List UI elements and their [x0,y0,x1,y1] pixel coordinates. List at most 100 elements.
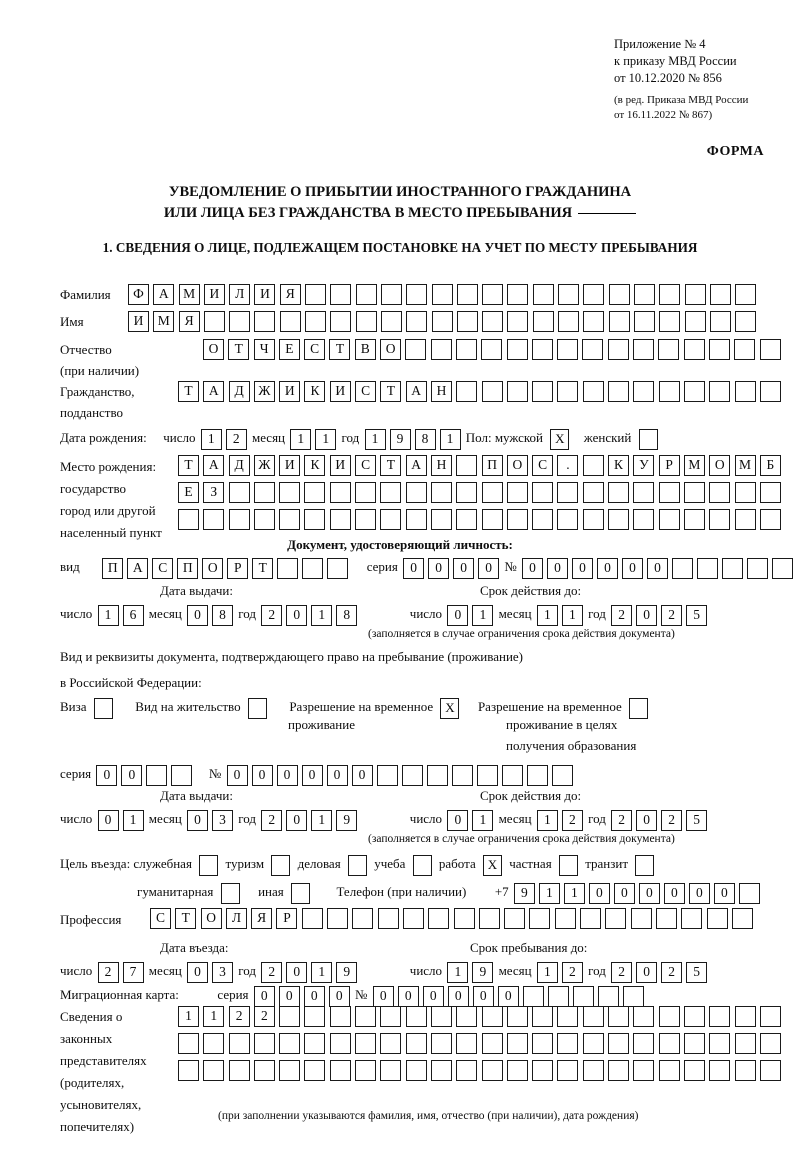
char-cell[interactable] [327,557,349,579]
checkbox-purpose-transit[interactable] [635,854,655,876]
char-cell[interactable] [633,284,655,305]
char-cell[interactable] [683,1006,705,1027]
char-cell[interactable] [633,1033,655,1054]
char-cell[interactable] [681,908,703,929]
char-cell[interactable] [455,339,477,360]
char-cell[interactable]: 1 [203,1006,225,1027]
char-cell[interactable]: 2 [261,604,283,626]
char-cell[interactable]: 1 [311,961,333,983]
char-cell[interactable]: 2 [611,604,633,626]
char-cell[interactable] [451,764,473,786]
char-cell[interactable] [305,284,327,305]
char-cell[interactable] [607,339,629,360]
char-cell[interactable]: 1 [122,809,144,831]
char-cell[interactable] [229,311,251,332]
char-cell[interactable]: 3 [212,809,234,831]
char-cell[interactable] [506,1060,528,1081]
char-cell[interactable] [557,1033,579,1054]
field-legal-rep-row-3[interactable] [178,1060,785,1081]
char-cell[interactable]: О [709,455,731,476]
char-cell[interactable] [304,482,326,503]
char-cell[interactable] [504,908,526,929]
char-cell[interactable] [582,1033,604,1054]
char-cell[interactable] [658,1033,680,1054]
char-cell[interactable]: И [128,311,149,332]
char-cell[interactable] [355,509,377,530]
checkbox-purpose-other[interactable] [290,882,310,904]
char-cell[interactable] [532,284,554,305]
char-cell[interactable]: 0 [397,985,419,1007]
char-cell[interactable]: К [304,381,326,402]
char-cell[interactable]: 0 [636,809,658,831]
char-cell[interactable] [481,1006,503,1027]
char-cell[interactable] [709,482,731,503]
char-cell[interactable]: Р [658,455,680,476]
char-cell[interactable]: 0 [453,557,475,579]
char-cell[interactable] [709,1006,731,1027]
char-cell[interactable]: И [279,381,301,402]
char-cell[interactable]: И [254,284,276,305]
char-cell[interactable] [304,1006,326,1027]
char-cell[interactable] [608,509,630,530]
char-cell[interactable]: 2 [561,961,583,983]
char-cell[interactable]: 9 [336,809,358,831]
char-cell[interactable] [476,764,498,786]
char-cell[interactable] [759,482,781,503]
char-cell[interactable] [734,1006,756,1027]
char-cell[interactable]: П [481,455,503,476]
char-cell[interactable] [709,381,731,402]
char-cell[interactable] [279,1006,301,1027]
char-cell[interactable] [672,557,694,579]
char-cell[interactable] [279,1060,301,1081]
char-cell[interactable]: 2 [611,961,633,983]
char-cell[interactable] [279,509,301,530]
char-cell[interactable]: 5 [686,961,708,983]
char-cell[interactable] [253,509,275,530]
char-cell[interactable] [506,482,528,503]
char-cell[interactable]: У [633,455,655,476]
char-cell[interactable]: 1 [563,882,585,904]
char-cell[interactable]: Я [251,908,273,929]
char-cell[interactable]: 1 [364,428,386,450]
char-cell[interactable] [456,1006,478,1027]
char-cell[interactable]: 0 [597,557,619,579]
char-cell[interactable] [633,509,655,530]
char-cell[interactable]: 0 [97,809,119,831]
char-cell[interactable] [731,908,753,929]
char-cell[interactable]: 6 [122,604,144,626]
char-cell[interactable] [506,381,528,402]
char-cell[interactable] [506,339,528,360]
char-cell[interactable]: 0 [472,985,494,1007]
char-cell[interactable] [759,1033,781,1054]
char-cell[interactable]: 2 [611,809,633,831]
char-cell[interactable] [456,1033,478,1054]
char-cell[interactable]: Е [278,339,300,360]
char-cell[interactable]: 0 [187,604,209,626]
char-cell[interactable] [330,311,352,332]
char-cell[interactable] [203,1033,225,1054]
char-cell[interactable] [557,339,579,360]
char-cell[interactable] [709,311,731,332]
char-cell[interactable] [329,1033,351,1054]
char-cell[interactable]: А [405,381,427,402]
char-cell[interactable]: Я [279,284,301,305]
char-cell[interactable] [302,557,324,579]
char-cell[interactable] [506,509,528,530]
char-cell[interactable] [557,509,579,530]
char-cell[interactable]: 2 [261,809,283,831]
char-cell[interactable] [608,381,630,402]
char-cell[interactable]: 8 [414,428,436,450]
char-cell[interactable] [683,1033,705,1054]
char-cell[interactable]: 0 [638,882,660,904]
char-cell[interactable] [380,1006,402,1027]
char-cell[interactable] [482,311,504,332]
char-cell[interactable] [329,1060,351,1081]
